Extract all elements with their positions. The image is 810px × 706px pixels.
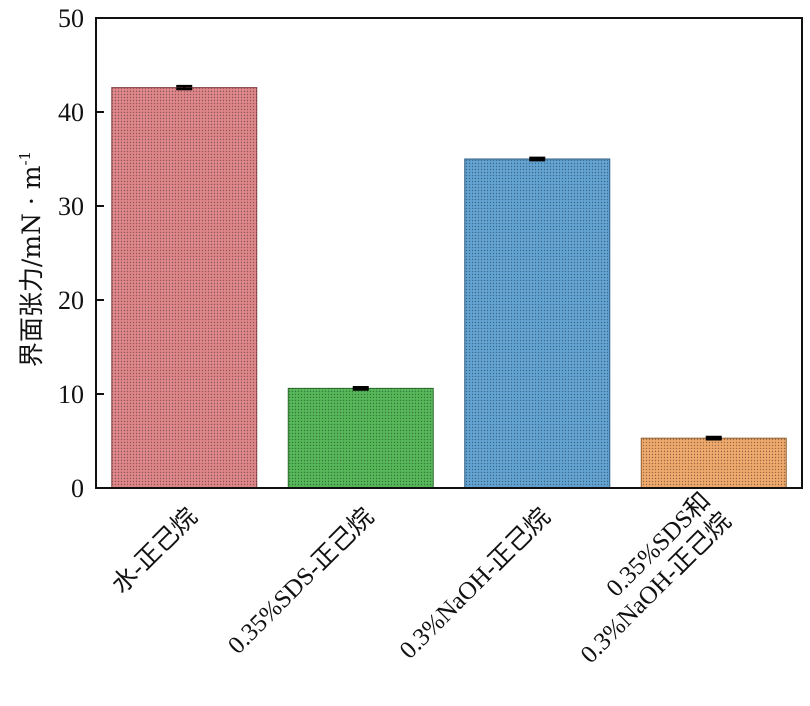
y-tick-label: 40 [58,98,84,127]
y-axis-title-superscript: -1 [16,151,34,166]
x-tick-label: 0.35%SDS和0.3%NaOH-正己烷 [555,487,737,669]
bar-texture [288,388,434,488]
x-tick-label-line: 0.35%SDS-正己烷 [222,503,379,660]
y-tick-label: 30 [58,192,84,221]
y-tick-label: 0 [71,474,84,503]
bar-texture [464,159,610,488]
x-tick-label-line: 0.3%NaOH-正己烷 [394,503,556,665]
x-tick-label-line: 水-正己烷 [106,503,202,599]
y-tick-label: 20 [58,286,84,315]
plot-frame [95,17,803,489]
y-axis-title: 界面张力/mN · m-1 [16,151,46,367]
bar-texture [641,438,787,488]
y-tick-label: 50 [58,4,84,33]
x-tick-label: 0.3%NaOH-正己烷 [394,503,556,665]
x-tick-label: 水-正己烷 [106,503,202,599]
y-axis-title-text: 界面张力/mN · m [17,165,46,367]
x-tick-label: 0.35%SDS-正己烷 [222,503,379,660]
bar-texture [111,87,257,488]
y-tick-label: 10 [58,380,84,409]
